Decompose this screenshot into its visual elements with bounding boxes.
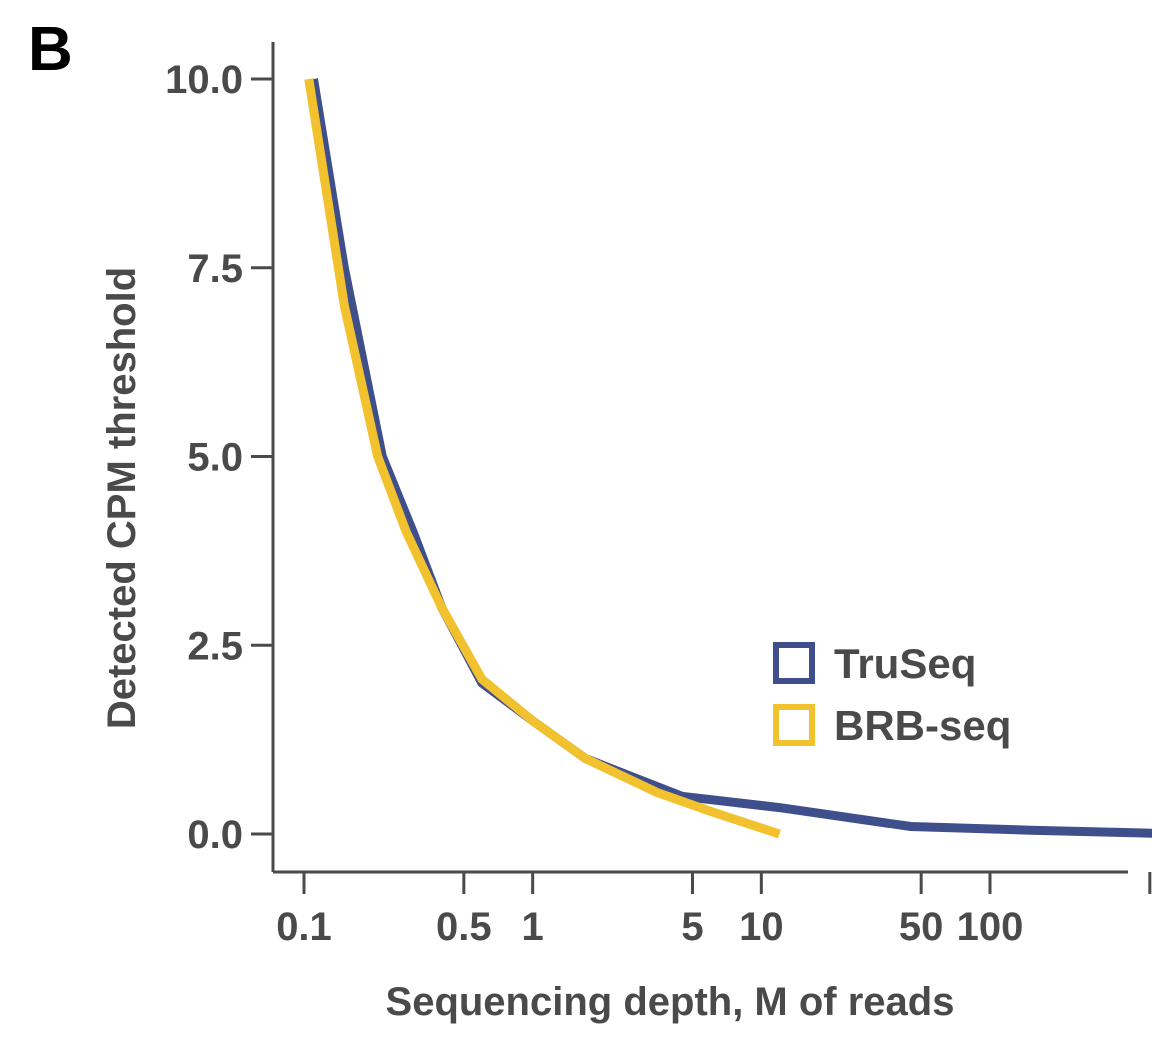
y-axis-title: Detected CPM threshold — [100, 267, 144, 729]
x-tick-label: 100 — [957, 905, 1024, 949]
panel-label: B — [28, 15, 73, 84]
x-axis-title: Sequencing depth, M of reads — [386, 980, 955, 1024]
series-lines — [304, 78, 1152, 839]
x-tick-label: 10 — [739, 905, 784, 949]
y-tick-label: 7.5 — [187, 247, 243, 291]
legend-label-brb-seq: BRB-seq — [834, 702, 1011, 749]
x-tick-label: 0.1 — [276, 905, 332, 949]
series-line-brb-seq — [304, 78, 781, 839]
y-tick-label: 0.0 — [187, 813, 243, 857]
x-tick-label: 50 — [899, 905, 944, 949]
legend-swatch-brb-seq — [773, 704, 815, 746]
series-line-truseq — [309, 78, 1152, 838]
axes: 0.0 2.5 5.0 7.5 10.0 0.1 0.5 1 5 10 50 100 — [165, 42, 1152, 949]
y-tick-label: 10.0 — [165, 58, 243, 102]
legend-swatch-truseq — [773, 642, 815, 684]
y-tick-label: 2.5 — [187, 624, 243, 668]
x-tick-label: 5 — [681, 905, 703, 949]
x-tick-label: 1 — [522, 905, 544, 949]
legend: TruSeq BRB-seq — [773, 640, 1011, 749]
x-tick-label: 0.5 — [436, 905, 492, 949]
y-tick-label: 5.0 — [187, 436, 243, 480]
legend-label-truseq: TruSeq — [834, 640, 976, 687]
